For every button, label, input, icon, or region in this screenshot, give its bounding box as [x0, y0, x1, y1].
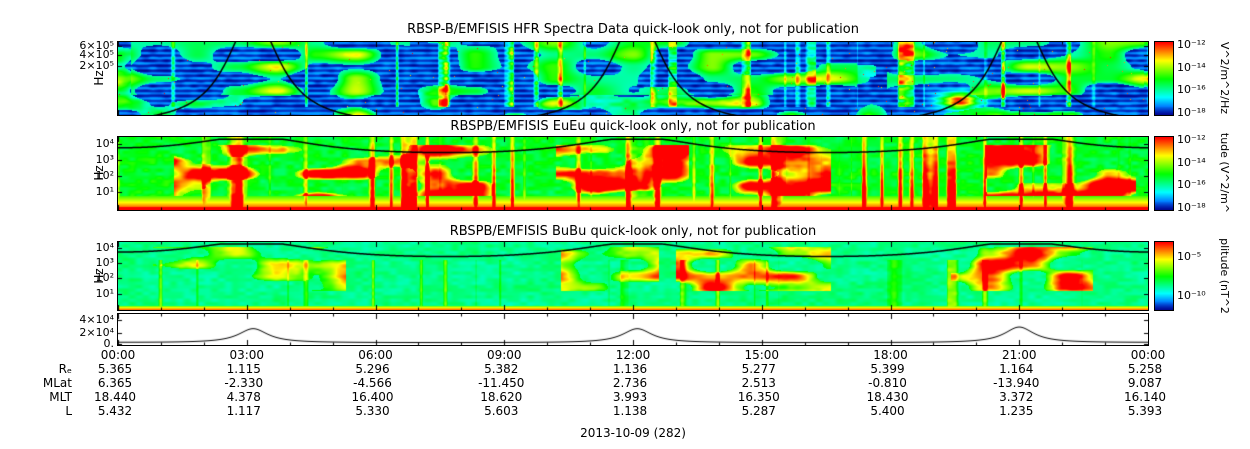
ephemeris-value: 9.087	[1127, 376, 1163, 390]
colorbar-tick-label: 10⁻¹²	[1177, 37, 1206, 51]
colorbar-tick-label: 10⁻⁵	[1177, 249, 1202, 263]
ephemeris-value: 3.993	[612, 390, 648, 404]
ephemeris-value: 5.603	[484, 404, 519, 418]
hfr-colorbar	[1154, 41, 1174, 116]
ephemeris-value: 1.138	[612, 404, 648, 418]
ephemeris-row-label: MLT	[49, 390, 72, 404]
x-tick-label: 21:00	[1001, 348, 1037, 362]
ephemeris-value: 5.287	[741, 404, 776, 418]
bubu-colorbar	[1154, 241, 1174, 311]
y-tick-label: 6×10⁵	[79, 39, 114, 53]
y-tick-label: 2×10⁵	[79, 59, 114, 73]
colorbar-tick-label: 10⁻¹⁸	[1177, 105, 1206, 119]
ephemeris-value: 5.393	[1127, 404, 1163, 418]
colorbar-tick-label: 10⁻¹⁶	[1177, 83, 1206, 97]
colorbar-tick-label: 10⁻¹⁸	[1177, 200, 1206, 214]
y-tick-label: 0.	[103, 337, 115, 351]
ephemeris-value: 1.115	[226, 362, 261, 376]
bubu-spectrogram	[117, 241, 1149, 311]
ephemeris-value: 16.350	[737, 390, 780, 404]
y-tick-label: 10⁴	[95, 136, 114, 150]
ephemeris-value: 5.330	[355, 404, 390, 418]
ephemeris-value: 1.117	[226, 404, 261, 418]
y-tick-label: 2×10⁴	[79, 325, 114, 339]
panel-euu-title: RBSPB/EMFISIS EuEu quick-look only, not …	[450, 119, 816, 134]
x-tick-label: 15:00	[744, 348, 780, 362]
panel-bubu-title: RBSPB/EMFISIS BuBu quick-look only, not …	[449, 224, 817, 239]
ephemeris-value: 5.365	[97, 362, 133, 376]
ephemeris-value: 1.235	[999, 404, 1034, 418]
ephemeris-value: 2.736	[612, 376, 648, 390]
x-tick-label: 00:00	[100, 348, 136, 362]
ephemeris-value: 1.164	[999, 362, 1034, 376]
ephemeris-row-label: MLat	[42, 376, 72, 390]
ephemeris-value: -13.940	[993, 376, 1040, 390]
panel-hfr-yaxis-label: Hz	[92, 70, 106, 86]
ephemeris-value: 5.432	[97, 404, 133, 418]
bubu-colorbar-unit-label: plitude (nT^2	[1218, 238, 1231, 314]
x-tick-label: 18:00	[873, 348, 908, 362]
x-tick-label: 09:00	[486, 348, 522, 362]
colorbar-tick-label: 10⁻¹²	[1177, 132, 1206, 146]
x-tick-label: 12:00	[615, 348, 651, 362]
y-tick-label: 10¹	[95, 185, 114, 199]
colorbar-tick-label: 10⁻¹⁴	[1177, 155, 1206, 169]
euu-spectrogram	[117, 136, 1149, 211]
y-tick-label: 10²	[95, 271, 114, 285]
y-tick-label: 10³	[95, 152, 114, 166]
y-tick-label: 10⁴	[95, 241, 114, 255]
hfr-colorbar-unit-label: V^2/m^2/Hz	[1218, 41, 1231, 115]
ephemeris-value: 16.140	[1124, 390, 1166, 404]
ephemeris-value: 5.277	[741, 362, 776, 376]
ephemeris-value: -2.330	[224, 376, 264, 390]
ephemeris-value: -11.450	[478, 376, 525, 390]
colorbar-tick-label: 10⁻¹⁴	[1177, 60, 1206, 74]
ephemeris-value: 3.372	[999, 390, 1034, 404]
y-tick-label: 10³	[95, 256, 114, 270]
euu-colorbar-unit-label: tude (V^2/m^	[1218, 132, 1231, 214]
x-tick-label: 03:00	[229, 348, 265, 362]
ephemeris-value: 5.258	[1127, 362, 1163, 376]
date-label: 2013-10-09 (282)	[580, 426, 686, 440]
ephemeris-value: 2.513	[741, 376, 776, 390]
ephemeris-value: 18.620	[480, 390, 523, 404]
ephemeris-value: 5.399	[870, 362, 905, 376]
panel-hfr-title: RBSP-B/EMFISIS HFR Spectra Data quick-lo…	[407, 22, 859, 37]
y-tick-label: 4×10⁴	[79, 313, 114, 327]
euu-colorbar	[1154, 136, 1174, 211]
ephemeris-row-label: L	[65, 404, 72, 418]
ephemeris-value: 6.365	[97, 376, 133, 390]
ephemeris-value: 5.382	[484, 362, 519, 376]
ephemeris-value: 5.400	[870, 404, 905, 418]
ephemeris-row-label: Rₑ	[58, 362, 72, 376]
ephemeris-value: 5.296	[355, 362, 390, 376]
bfield-magnitude-plot	[117, 313, 1149, 346]
y-tick-label: 10²	[95, 168, 114, 182]
colorbar-tick-label: 10⁻¹⁰	[1177, 289, 1206, 303]
ephemeris-value: -0.810	[868, 376, 907, 390]
ephemeris-value: 18.440	[94, 390, 136, 404]
x-tick-label: 00:00	[1130, 348, 1166, 362]
ephemeris-value: 1.136	[612, 362, 648, 376]
ephemeris-value: 16.400	[351, 390, 394, 404]
ephemeris-value: 18.430	[866, 390, 909, 404]
y-tick-label: 10¹	[95, 286, 114, 300]
ephemeris-value: 4.378	[226, 390, 261, 404]
y-tick-label: 4×10⁵	[79, 48, 114, 62]
colorbar-tick-label: 10⁻¹⁶	[1177, 178, 1206, 192]
ephemeris-value: -4.566	[353, 376, 392, 390]
hfr-spectrogram	[117, 41, 1149, 116]
x-tick-label: 06:00	[358, 348, 393, 362]
